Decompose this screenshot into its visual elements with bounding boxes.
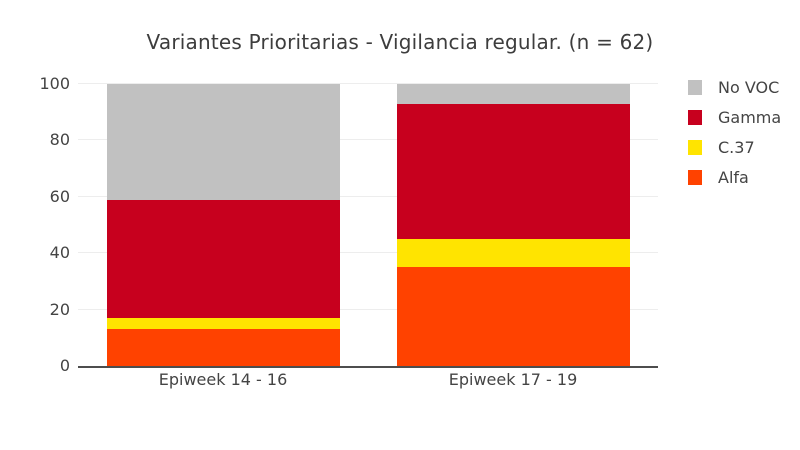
x-tick-label-1: Epiweek 14 - 16 [158,370,288,389]
x-tick-label-2: Epiweek 17 - 19 [448,370,578,389]
gridline-y100 [78,83,658,84]
bar-segment-alfa[interactable] [396,267,630,366]
y-tick-label-100: 100 [39,74,70,93]
legend-label: Alfa [718,168,749,187]
bar-segment-gamma[interactable] [396,103,630,240]
legend-item-gamma[interactable]: Gamma [688,108,781,127]
legend-label: No VOC [718,78,780,97]
legend-swatch-no-voc [688,80,702,95]
legend-item-c-37[interactable]: C.37 [688,138,781,157]
y-tick-label-60: 60 [49,186,70,206]
gridline-y40 [78,252,658,254]
legend-swatch-c-37 [688,140,702,155]
bar-segment-alfa[interactable] [106,329,340,366]
bar-segment-no-voc[interactable] [396,84,630,104]
legend-item-alfa[interactable]: Alfa [688,168,781,187]
y-tick-label-80: 80 [49,130,70,150]
gridline-y80 [78,139,658,141]
plot-area [78,83,658,368]
stacked-bar-1 [106,84,340,366]
y-tick-label-20: 20 [49,299,70,319]
legend-swatch-alfa [688,170,702,185]
y-tick-label-0: 0 [59,356,70,375]
chart-title: Variantes Prioritarias - Vigilancia regu… [146,30,654,54]
legend-item-no-voc[interactable]: No VOC [688,78,781,97]
stacked-bar-2 [396,84,630,366]
gridline-y60 [78,195,658,197]
bar-segment-c-37[interactable] [396,239,630,268]
y-tick-label-40: 40 [49,243,70,263]
bar-segment-c-37[interactable] [106,318,340,330]
legend: No VOC Gamma C.37 Alfa [688,78,781,198]
legend-swatch-gamma [688,110,702,125]
legend-label: C.37 [718,138,755,157]
bar-segment-no-voc[interactable] [106,84,340,200]
gridline-y20 [78,308,658,310]
legend-label: Gamma [718,108,782,127]
bar-segment-gamma[interactable] [106,199,340,319]
